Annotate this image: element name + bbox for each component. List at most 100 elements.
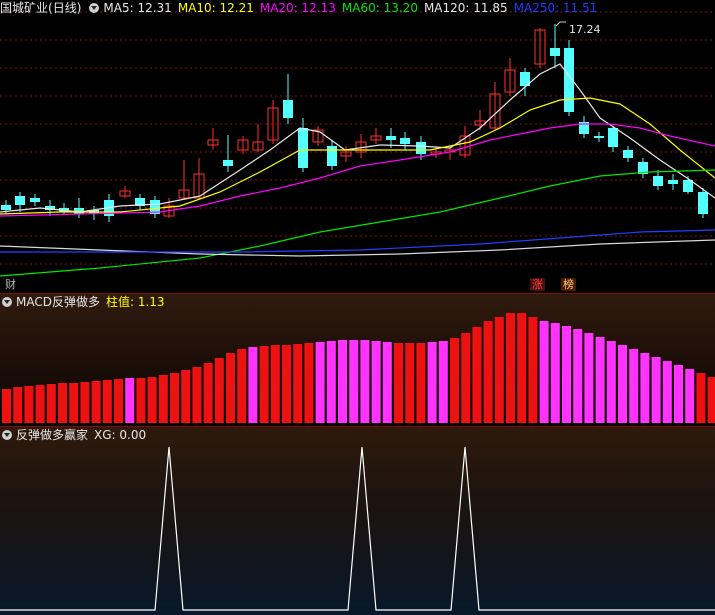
macd-bar	[102, 380, 112, 423]
ma5-line	[0, 63, 715, 213]
candle-body	[370, 135, 382, 141]
candle-body	[74, 208, 84, 214]
candlestick-chart[interactable]	[0, 0, 715, 293]
xg-settings-gear-icon[interactable]	[2, 430, 12, 440]
macd-bar	[394, 343, 403, 423]
finance-tag[interactable]: 财	[5, 278, 16, 291]
macd-bar	[707, 377, 715, 423]
macd-value-label: 柱值: 1.13	[105, 295, 165, 309]
candle-body	[579, 122, 589, 134]
candle-body	[1, 205, 11, 210]
macd-bar	[226, 353, 235, 423]
high-price-label: 17.24	[569, 23, 601, 36]
xg-signal-line	[0, 446, 715, 611]
macd-bar	[696, 373, 706, 423]
macd-bar	[416, 343, 426, 423]
ma20-line	[0, 123, 715, 217]
macd-bar	[293, 344, 303, 423]
limit-up-tag[interactable]: 涨	[530, 278, 545, 291]
ma60-label: MA60: 13.20	[341, 1, 418, 15]
candle-body	[193, 173, 205, 199]
candle-body	[178, 189, 190, 199]
candle-body	[223, 160, 233, 166]
panel-divider-2[interactable]	[0, 426, 715, 427]
macd-bar	[125, 378, 135, 423]
macd-bar	[338, 340, 347, 423]
macd-bar	[270, 345, 280, 423]
macd-title: MACD反弹做多	[16, 295, 100, 309]
candle-body	[119, 190, 131, 197]
macd-panel[interactable]: MACD反弹做多 柱值: 1.13	[0, 294, 715, 425]
macd-bar	[304, 343, 314, 423]
settings-gear-icon[interactable]	[89, 3, 100, 13]
candle-body	[386, 136, 396, 140]
macd-bar	[147, 377, 157, 423]
candle-body	[15, 196, 25, 205]
macd-bar	[640, 353, 650, 423]
candle-body	[252, 141, 264, 151]
macd-bar	[573, 329, 583, 423]
stock-name: 国城矿业	[0, 1, 49, 15]
ma5-label: MA5: 12.31	[103, 1, 172, 15]
ranking-tag[interactable]: 榜	[561, 278, 576, 291]
candle-body	[594, 136, 604, 138]
macd-bar	[438, 341, 448, 423]
macd-bar	[170, 373, 179, 423]
candle-body	[520, 72, 530, 86]
macd-bar	[35, 385, 45, 423]
xg-title: 反弹做多赢家	[16, 428, 89, 442]
panel-divider[interactable]	[0, 293, 715, 294]
macd-bar	[282, 345, 291, 423]
macd-bar	[427, 342, 437, 423]
candle-body	[45, 206, 55, 210]
xg-value-label: XG: 0.00	[94, 428, 147, 442]
xg-signal-chart[interactable]	[0, 427, 715, 615]
candle-body	[298, 128, 308, 168]
candle-body	[237, 139, 249, 151]
macd-bar	[494, 317, 504, 423]
macd-bar	[349, 340, 359, 423]
macd-bar	[203, 363, 213, 423]
candle-body	[135, 198, 145, 206]
macd-settings-gear-icon[interactable]	[2, 297, 12, 307]
ma250-line	[0, 229, 715, 253]
ma10-label: MA10: 12.21	[177, 1, 254, 15]
main-chart-panel[interactable]: 国城矿业(日线) MA5: 12.31 MA10: 12.21 MA20: 12.13…	[0, 0, 715, 293]
candle-body	[683, 180, 693, 192]
candle-body	[534, 29, 546, 65]
macd-bar	[114, 379, 123, 423]
macd-bar	[685, 369, 695, 423]
macd-bar	[46, 384, 56, 423]
macd-bar	[326, 341, 336, 423]
candle-body	[608, 128, 618, 147]
macd-bar	[562, 326, 571, 423]
macd-bar	[315, 342, 325, 423]
candle-body	[267, 107, 279, 141]
candle-body	[327, 146, 337, 166]
macd-bar	[214, 358, 224, 423]
macd-header: MACD反弹做多 柱值: 1.13	[0, 294, 171, 310]
candle-body	[207, 139, 219, 146]
stock-title: 国城矿业(日线)	[0, 1, 81, 15]
macd-bar	[405, 343, 415, 423]
candle-body	[150, 200, 160, 214]
macd-bar	[24, 386, 34, 423]
macd-bar	[58, 383, 67, 423]
macd-histogram[interactable]	[0, 294, 715, 425]
candle-body	[668, 180, 678, 184]
macd-bar	[91, 381, 101, 423]
ma10-line	[0, 97, 715, 215]
xg-panel[interactable]: 反弹做多赢家 XG: 0.00	[0, 427, 715, 615]
macd-bar	[472, 327, 482, 423]
macd-bar	[539, 321, 549, 423]
macd-bar	[80, 382, 90, 423]
macd-bar	[382, 342, 392, 423]
candle-body	[698, 192, 708, 214]
xg-header: 反弹做多赢家 XG: 0.00	[0, 427, 152, 443]
macd-bar	[450, 338, 459, 423]
macd-bar	[662, 361, 672, 423]
high-price-pointer	[555, 21, 566, 27]
candle-body	[638, 162, 648, 174]
macd-bar	[483, 321, 493, 423]
macd-bar	[248, 347, 258, 423]
